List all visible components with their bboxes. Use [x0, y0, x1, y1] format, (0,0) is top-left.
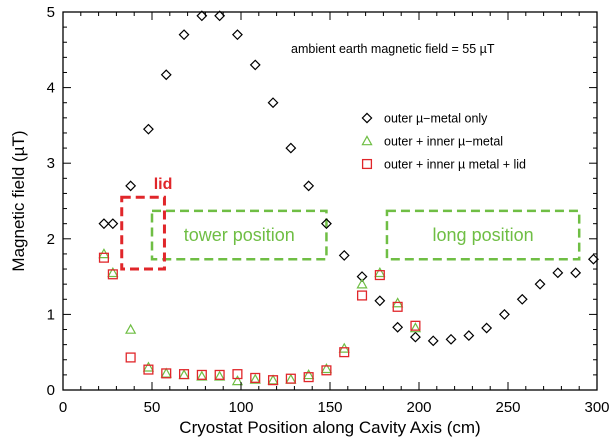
- data-point-diamond: [409, 331, 421, 343]
- data-point-diamond: [320, 218, 332, 230]
- data-point-triangle: [178, 369, 190, 380]
- data-point-diamond: [231, 29, 243, 41]
- data-point-triangle: [107, 266, 119, 278]
- region-box: [150, 209, 328, 261]
- data-point-triangle: [303, 369, 315, 380]
- data-point-square: [232, 369, 243, 380]
- data-point-diamond: [98, 218, 110, 230]
- legend-marker-triangle: [361, 135, 373, 146]
- data-point-diamond: [516, 293, 528, 305]
- data-point-diamond: [303, 180, 315, 192]
- region-label: tower position: [184, 225, 295, 245]
- y-tick-label: 4: [47, 80, 55, 97]
- data-point-triangle: [374, 266, 386, 278]
- data-point-diamond: [463, 330, 475, 342]
- legend-label: outer + inner µ−metal: [384, 135, 503, 149]
- x-tick-label: 150: [317, 399, 342, 416]
- data-point-triangle: [267, 374, 279, 385]
- series-diamond: [98, 10, 599, 347]
- region-label: long position: [433, 225, 534, 245]
- x-tick-label: 0: [59, 399, 67, 416]
- data-point-square: [285, 373, 296, 384]
- data-point-diamond: [552, 267, 564, 279]
- legend-marker-square: [361, 158, 373, 170]
- y-tick-label: 3: [47, 155, 55, 172]
- series-square: [98, 252, 421, 386]
- data-point-diamond: [267, 97, 279, 109]
- data-point-diamond: [374, 295, 386, 307]
- data-point-diamond: [445, 333, 457, 345]
- data-point-diamond: [338, 249, 350, 261]
- data-point-diamond: [285, 142, 297, 154]
- data-point-square: [250, 372, 261, 383]
- data-point-triangle: [142, 361, 155, 372]
- data-point-diamond: [107, 218, 119, 230]
- data-point-square: [392, 301, 403, 312]
- lid-box: [120, 195, 166, 271]
- data-point-triangle: [249, 373, 261, 384]
- y-tick-label: 1: [47, 306, 55, 323]
- data-point-diamond: [392, 321, 404, 333]
- x-tick-label: 300: [584, 399, 609, 416]
- y-axis-title: Magnetic field (µT): [9, 130, 28, 271]
- data-point-diamond: [160, 69, 172, 81]
- data-point-diamond: [356, 271, 368, 283]
- tick-layer: 0 50 100 150 200 250 300 0 1 2 3 4 5: [47, 4, 610, 416]
- data-point-square: [303, 372, 314, 383]
- y-tick-label: 2: [47, 231, 55, 248]
- legend-label: outer µ−metal only: [384, 112, 488, 126]
- y-tick-label: 5: [47, 4, 55, 21]
- data-point-square: [178, 369, 190, 380]
- data-point-triangle: [196, 370, 208, 381]
- data-point-square: [98, 252, 109, 263]
- region-box: [385, 209, 581, 261]
- data-point-square: [267, 375, 279, 386]
- lid-label: lid: [154, 176, 173, 193]
- data-point-triangle: [356, 278, 368, 289]
- data-point-diamond: [178, 29, 190, 41]
- data-point-square: [321, 365, 332, 376]
- data-point-triangle: [214, 370, 226, 381]
- data-point-triangle: [160, 367, 172, 378]
- x-tick-label: 100: [228, 399, 253, 416]
- y-tick-label: 0: [47, 382, 55, 399]
- data-point-triangle: [409, 322, 422, 333]
- data-point-triangle: [320, 362, 333, 374]
- plot-frame: [62, 11, 598, 391]
- data-point-square: [339, 347, 350, 358]
- x-tick-label: 250: [495, 399, 520, 416]
- data-point-diamond: [534, 278, 546, 290]
- x-axis-title: Cryostat Position along Cavity Axis (cm): [179, 418, 480, 437]
- data-point-diamond: [498, 308, 510, 320]
- data-point-diamond: [570, 267, 582, 279]
- legend-marker-diamond: [361, 112, 373, 124]
- data-point-diamond: [142, 123, 154, 135]
- x-tick-label: 50: [144, 399, 161, 416]
- legend: outer µ−metal only outer + inner µ−metal o…: [361, 112, 526, 172]
- x-tick-label: 200: [406, 399, 431, 416]
- data-point-square: [107, 269, 118, 280]
- ambient-field-annotation: ambient earth magnetic field = 55 µT: [291, 42, 495, 56]
- data-point-square: [410, 320, 421, 331]
- data-point-diamond: [125, 180, 137, 192]
- series-layer: [98, 10, 599, 386]
- data-point-square: [374, 270, 385, 281]
- data-point-square: [196, 369, 207, 380]
- data-point-square: [161, 368, 172, 379]
- data-point-triangle: [231, 375, 244, 386]
- data-point-triangle: [125, 323, 137, 334]
- data-point-diamond: [427, 335, 439, 347]
- data-point-square: [356, 290, 368, 301]
- data-point-diamond: [249, 59, 261, 71]
- data-point-diamond: [481, 322, 493, 334]
- data-point-triangle: [285, 373, 297, 384]
- data-point-square: [143, 364, 154, 375]
- data-point-square: [214, 369, 225, 380]
- region-layer: tower position long position lid: [120, 176, 581, 271]
- data-point-square: [125, 352, 136, 363]
- legend-label: outer + inner µ metal + lid: [384, 158, 526, 172]
